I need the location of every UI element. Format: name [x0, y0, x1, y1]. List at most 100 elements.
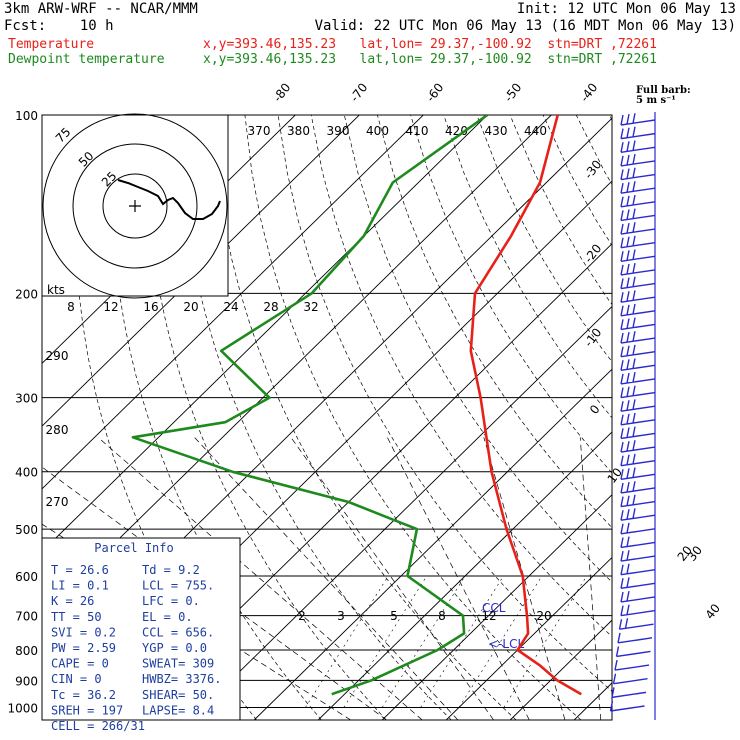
pressure-tick-label: 600: [15, 570, 38, 584]
parcel-info-right: LFC = 0.: [142, 594, 200, 608]
pressure-tick-label: 500: [15, 523, 38, 537]
parcel-info-left: K = 26: [51, 594, 94, 608]
wind-barb: [620, 276, 656, 290]
wind-barb: [620, 303, 656, 317]
wind-barb: [620, 344, 656, 358]
wind-barb: [620, 563, 656, 576]
isotherm-line: [702, 115, 740, 720]
barb-legend: Full barb: 5 m s⁻¹: [636, 85, 691, 106]
isotherm-line: [42, 115, 552, 615]
parcel-info-title: Parcel Info: [94, 541, 173, 555]
wind-barb: [620, 522, 656, 535]
mixing-ratio-line: [381, 575, 466, 708]
temperature-info: x,y=393.46,135.23 lat,lon= 29.37,-100.92…: [203, 37, 657, 52]
wind-barb: [620, 331, 656, 344]
wind-barb: [620, 249, 656, 262]
wind-barb: [620, 140, 656, 153]
parcel-info-left: TT = 50: [51, 610, 102, 624]
isotherm-label: -30: [581, 158, 604, 182]
hodograph-unit-label: kts: [47, 283, 65, 297]
pressure-tick-label: 400: [15, 466, 38, 480]
wind-barb: [620, 371, 656, 385]
init-time: Init: 12 UTC Mon 06 May 13: [516, 1, 736, 17]
parcel-info-right: SHEAR= 50.: [142, 688, 214, 702]
wind-barb: [620, 536, 656, 549]
wind-barb: [611, 687, 647, 699]
mixing-ratio-label: 3: [337, 609, 345, 623]
dry-adiabat: [211, 115, 517, 720]
hodograph-axis-label: 28: [263, 300, 278, 314]
isotherm-line: [189, 305, 612, 720]
dewpoint-trace: [131, 115, 489, 696]
pressure-tick-label: 700: [15, 610, 38, 624]
mixing-ratio-line: [503, 575, 587, 708]
plot-frame: [41, 114, 613, 721]
dewpoint-label: Dewpoint temperature: [8, 52, 165, 67]
parcel-info-left: SVI = 0.2: [51, 625, 116, 639]
parcel-info-left: Tc = 36.2: [51, 688, 116, 702]
mixing-ratio-label: 2: [298, 609, 306, 623]
mixing-ratio-label: 20: [536, 609, 551, 623]
wind-barb: [617, 632, 653, 644]
wind-barb: [620, 577, 656, 590]
wind-barb: [620, 550, 656, 562]
hodograph-trace: [117, 179, 221, 220]
isotherm-label: -50: [501, 81, 524, 105]
isotherm-line: [573, 682, 612, 720]
wind-barb: [620, 412, 656, 426]
isotherm-label: -20: [581, 242, 604, 266]
wind-barb: [620, 453, 656, 467]
wind-barb: [614, 659, 650, 671]
parcel-info-left: CELL = 266/31: [51, 719, 145, 733]
model-title: 3km ARW-WRF -- NCAR/MMM: [4, 1, 198, 17]
dry-adiabat: [476, 115, 612, 363]
hodograph-axis-label: 12: [103, 300, 118, 314]
dry-adiabat-label: 290: [46, 349, 69, 363]
dry-adiabat: [244, 115, 582, 720]
wind-barb: [618, 618, 654, 630]
wind-barb: [620, 194, 656, 208]
parcel-info-right: HWBZ= 3376.: [142, 672, 221, 686]
wind-barb: [620, 153, 656, 167]
parcel-info-frame: [41, 537, 241, 721]
parcel-info-box: Parcel Info T = 26.6 Td = 9.2 LI = 0.1 LCL =…: [41, 537, 241, 733]
hodograph-axis-label: 32: [303, 300, 318, 314]
parcel-info-right: LCL = 755.: [142, 579, 214, 593]
wind-barb: [620, 235, 656, 249]
theta-label: 440: [524, 124, 547, 138]
temperature-label: Temperature: [8, 37, 95, 52]
dry-adiabat: [443, 115, 612, 419]
theta-label: 390: [327, 124, 350, 138]
mixing-ratio-line: [458, 575, 543, 708]
parcel-info-left: CIN = 0: [51, 672, 102, 686]
wind-barb: [620, 358, 656, 371]
dry-adiabat: [542, 115, 612, 247]
wind-barb: [620, 481, 656, 494]
forecast-hour: Fcst: 10 h: [4, 18, 114, 34]
isotherm-line: [638, 115, 740, 720]
moist-adiabat: [483, 437, 566, 720]
parcel-info-left: LI = 0.1: [51, 579, 109, 593]
dewpoint-info: x,y=393.46,135.23 lat,lon= 29.37,-100.92…: [203, 52, 657, 67]
theta-label: 370: [248, 124, 271, 138]
wind-barb: [620, 590, 656, 603]
hodograph-ring: [72, 143, 198, 269]
wind-barb: [612, 673, 648, 685]
isotherm-line: [42, 115, 488, 553]
parcel-info-left: CAPE = 0: [51, 657, 109, 671]
wind-barb: [615, 646, 651, 658]
isotherm-label: -80: [270, 81, 293, 105]
hodograph-axis-label: 24: [223, 300, 238, 314]
hodograph-ring: [102, 173, 168, 239]
theta-label: 410: [406, 124, 429, 138]
wind-barb: [620, 604, 656, 617]
isotherm-line: [253, 368, 612, 720]
wind-barb: [620, 426, 656, 440]
parcel-info-left: T = 26.6: [51, 563, 109, 577]
dry-adiabat: [410, 115, 612, 474]
dry-adiabat: [343, 115, 612, 583]
dry-adiabat: [643, 115, 740, 720]
wind-barb: [620, 181, 656, 194]
parcel-info-right: YGP = 0.0: [142, 641, 207, 655]
